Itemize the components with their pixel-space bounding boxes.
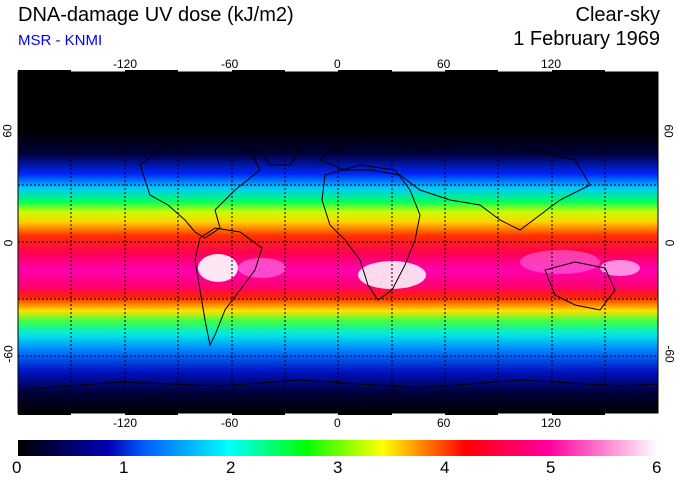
lon-tick-top-0: 0	[334, 57, 341, 71]
lon-tick-bottom-m60: -60	[221, 416, 239, 430]
lon-tick-bottom-120: 120	[541, 416, 562, 430]
south-america-hotspot	[198, 254, 238, 282]
antarctica-outline	[18, 379, 658, 391]
colorbar-label-1: 1	[119, 458, 129, 477]
eurasia-outline	[319, 134, 591, 231]
colorbar	[18, 440, 658, 456]
atlantic-hotspot	[238, 258, 286, 278]
australia-outline	[544, 261, 616, 311]
graticule	[18, 72, 658, 413]
indo-pacific-hotspot	[520, 250, 600, 274]
lon-tick-bottom-m120: -120	[113, 416, 138, 430]
source-label: MSR - KNMI	[18, 32, 103, 49]
greenland-outline	[259, 139, 301, 166]
colorbar-label-0: 0	[12, 458, 22, 477]
colorbar-label-6: 6	[652, 458, 662, 477]
south-america-outline	[194, 227, 263, 347]
date-label: 1 February 1969	[513, 28, 660, 50]
lon-tick-bottom-60: 60	[437, 416, 451, 430]
colorbar-label-5: 5	[546, 458, 556, 477]
africa-hotspot	[358, 261, 426, 289]
colorbar-label-4: 4	[440, 458, 450, 477]
lon-tick-top-m120: -120	[113, 57, 138, 71]
lon-tick-top-120: 120	[541, 57, 562, 71]
colorbar-label-2: 2	[226, 458, 236, 477]
north-america-outline	[139, 129, 261, 239]
pacific-hotspot	[600, 260, 640, 276]
colorbar-label-3: 3	[333, 458, 343, 477]
lon-tick-top-m60: -60	[221, 57, 239, 71]
chart-title: DNA-damage UV dose (kJ/m2)	[18, 4, 294, 26]
frame-ticks	[18, 70, 605, 415]
sky-condition-label: Clear-sky	[575, 4, 660, 26]
map-body	[18, 72, 658, 413]
lon-tick-bottom-0: 0	[334, 416, 341, 430]
lon-tick-top-60: 60	[437, 57, 451, 71]
